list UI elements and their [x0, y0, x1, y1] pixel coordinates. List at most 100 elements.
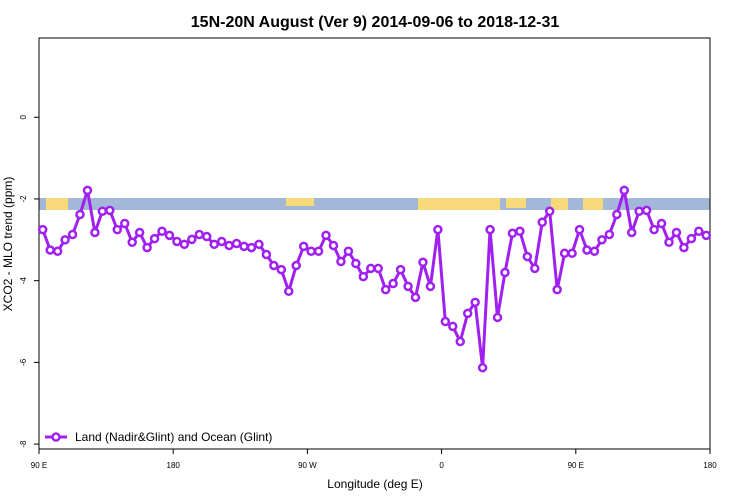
data-point — [559, 248, 570, 259]
data-point — [470, 297, 480, 308]
data-point — [455, 336, 465, 347]
x-tick-label: 90 E — [31, 461, 47, 470]
data-point — [187, 234, 197, 245]
x-tick-label: 0 — [439, 461, 444, 470]
data-point — [686, 233, 697, 244]
data-point — [492, 312, 503, 323]
y-tick-label: -2 — [19, 195, 28, 203]
data-point — [164, 230, 175, 241]
data-point — [269, 260, 279, 271]
data-point — [589, 246, 600, 257]
data-point — [336, 256, 346, 267]
data-point — [433, 224, 443, 235]
data-point — [500, 267, 510, 278]
data-point — [97, 206, 108, 216]
data-point — [67, 229, 78, 240]
data-point — [425, 281, 436, 292]
data-point — [157, 226, 167, 236]
data-point — [119, 218, 130, 229]
data-point — [641, 205, 652, 216]
data-point — [321, 230, 331, 241]
data-point — [694, 226, 704, 236]
land-patch — [506, 198, 526, 208]
data-point — [664, 237, 674, 248]
ocean-strip — [39, 198, 710, 210]
data-point — [209, 239, 219, 250]
data-point — [134, 227, 145, 238]
data-point — [276, 264, 287, 275]
x-tick-label: 180 — [703, 461, 717, 470]
data-point — [373, 263, 383, 274]
data-point — [567, 248, 577, 259]
data-point — [328, 240, 339, 251]
data-point — [701, 230, 712, 241]
y-tick-label: -6 — [19, 358, 28, 366]
data-point — [440, 316, 451, 327]
data-point — [246, 242, 257, 253]
data-point — [179, 239, 190, 250]
plot-frame — [38, 37, 711, 450]
data-point — [261, 249, 272, 260]
data-point — [254, 239, 264, 250]
data-point — [448, 321, 458, 332]
data-point — [395, 264, 406, 275]
data-point — [679, 242, 689, 253]
data-point — [507, 228, 518, 239]
land-patch — [46, 198, 68, 210]
data-point — [410, 292, 421, 303]
data-point — [75, 209, 85, 220]
data-point — [60, 235, 70, 245]
data-point — [231, 238, 242, 249]
data-point — [224, 240, 234, 251]
data-point — [366, 263, 376, 274]
data-point — [574, 224, 585, 235]
data-point — [142, 242, 152, 253]
data-point — [656, 218, 667, 229]
land-patch — [583, 198, 603, 210]
data-point — [597, 235, 607, 245]
data-point — [343, 246, 354, 257]
land-patch — [286, 198, 314, 206]
data-point — [530, 263, 540, 274]
data-point — [612, 209, 622, 220]
data-point — [634, 206, 644, 216]
map-strip — [39, 198, 710, 210]
data-point — [537, 217, 547, 228]
x-tick-label: 90 E — [568, 461, 584, 470]
data-point — [380, 284, 391, 295]
data-point — [351, 258, 361, 269]
data-point — [403, 281, 413, 292]
data-point — [82, 185, 93, 196]
data-point — [358, 271, 369, 282]
y-tick-label: -4 — [19, 277, 28, 285]
y-tick-label: -8 — [19, 440, 28, 448]
data-point — [388, 278, 398, 289]
data-point — [194, 229, 205, 240]
x-tick-label: 180 — [167, 461, 181, 470]
data-point — [37, 224, 48, 235]
data-point — [172, 236, 182, 247]
data-point — [112, 224, 123, 235]
data-point — [127, 237, 137, 248]
data-point — [313, 246, 324, 257]
data-point — [485, 224, 495, 235]
data-point — [149, 233, 160, 244]
data-point — [544, 206, 555, 216]
legend-label: Land (Nadir&Glint) and Ocean (Glint) — [75, 430, 272, 444]
data-point — [284, 286, 294, 297]
data-point — [105, 205, 115, 216]
data-point — [90, 227, 100, 238]
data-point — [202, 231, 212, 242]
data-point — [239, 241, 249, 252]
data-point — [52, 246, 63, 257]
land-patch — [551, 198, 568, 210]
data-point — [626, 227, 637, 238]
data-point — [462, 308, 473, 319]
data-point — [522, 251, 533, 262]
data-point — [477, 362, 488, 373]
y-axis-label: XCO2 - MLO trend (ppm) — [1, 177, 15, 312]
data-point — [671, 227, 682, 238]
data-point — [619, 185, 630, 196]
data-point — [552, 284, 562, 295]
legend-marker — [51, 432, 61, 442]
